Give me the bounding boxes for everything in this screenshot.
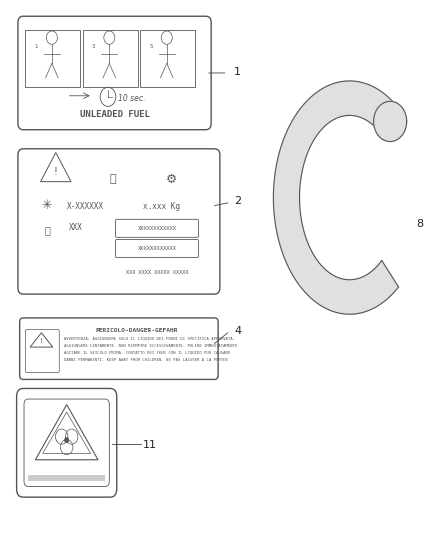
Text: 5: 5	[149, 44, 153, 49]
Text: !: !	[40, 338, 43, 344]
Bar	[83, 30, 138, 87]
Circle shape	[64, 438, 69, 443]
Text: AGITARE IL VEICOLO PRIMA. CONTATTO DEI FENI CON IL LIQUIDO PUO CAUSARE: AGITARE IL VEICOLO PRIMA. CONTATTO DEI F…	[64, 351, 231, 355]
Text: PERICOLO-DANGER-GEFAHR: PERICOLO-DANGER-GEFAHR	[95, 328, 177, 333]
Bar	[28, 475, 105, 481]
Text: AVVERTENZA: AGGIUNGERE SOLO IL LIQUIDO DEI FRENI DI SPECIFICA APPROVATA.: AVVERTENZA: AGGIUNGERE SOLO IL LIQUIDO D…	[64, 336, 236, 340]
Text: XXX XXXX XXXXX XXXXX: XXX XXXX XXXXX XXXXX	[126, 270, 188, 276]
Text: 3: 3	[92, 44, 95, 49]
Text: 4: 4	[234, 326, 241, 336]
Text: x.xxx Kg: x.xxx Kg	[143, 202, 180, 211]
Text: 🚗: 🚗	[44, 225, 50, 236]
Text: 🔥: 🔥	[109, 174, 116, 184]
Text: 2: 2	[234, 197, 241, 206]
Bar	[25, 30, 80, 87]
Text: DANNI PERMANENTI. KEEP AWAY FROM CHILDREN. NE PAS LAISSER A LA PORTEE: DANNI PERMANENTI. KEEP AWAY FROM CHILDRE…	[64, 358, 228, 362]
Text: 10 sec.: 10 sec.	[118, 94, 145, 103]
Text: ⚙: ⚙	[166, 173, 177, 185]
Bar	[140, 30, 195, 87]
Text: !: !	[54, 167, 58, 177]
Text: ✳: ✳	[42, 199, 52, 212]
Text: XXXXXXXXXXXX: XXXXXXXXXXXX	[138, 246, 177, 251]
Polygon shape	[273, 81, 399, 314]
Text: 1: 1	[234, 67, 241, 77]
Text: X-XXXXXX: X-XXXXXX	[67, 202, 104, 211]
Text: 1: 1	[35, 44, 38, 49]
Text: XXXXXXXXXXXX: XXXXXXXXXXXX	[138, 226, 177, 231]
Text: XXX: XXX	[69, 223, 83, 232]
Polygon shape	[374, 101, 406, 142]
Text: UNLEADED FUEL: UNLEADED FUEL	[80, 110, 149, 119]
Text: AGGIUNGERE LENTAMENTE. NON RIEMPIRE ECCESSIVAMENTE. PULIRE IMMEDIATAMENTE: AGGIUNGERE LENTAMENTE. NON RIEMPIRE ECCE…	[64, 344, 238, 348]
Text: 11: 11	[143, 440, 157, 450]
Text: 8: 8	[417, 219, 424, 229]
